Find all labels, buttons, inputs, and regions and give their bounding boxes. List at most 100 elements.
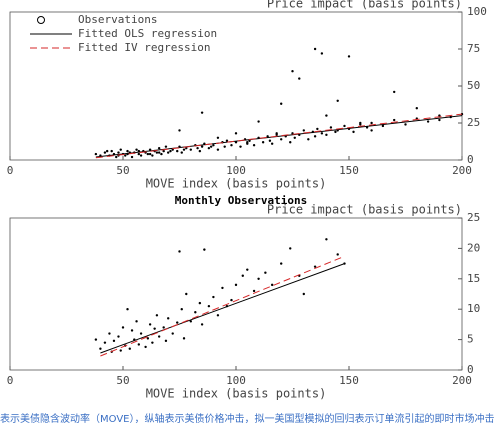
point [343,124,346,128]
point [270,142,274,145]
x-tick-label: 0 [7,374,14,387]
point [216,136,220,139]
point [169,149,172,153]
x-tick-label: 50 [116,164,129,177]
point [148,323,152,326]
point [334,130,337,134]
point [119,349,122,352]
point [393,118,396,122]
point [320,132,324,135]
y-tick-label: 75 [467,42,480,55]
x-tick-label: 200 [452,374,472,387]
point [137,343,141,346]
point [180,308,183,311]
point [151,154,154,157]
legend-label: Fitted IV regression [78,41,210,54]
point [189,148,192,151]
point [257,277,260,280]
point [148,152,152,156]
point [198,149,202,153]
point [94,338,98,341]
y-axis-label: Price impact (basis points) [267,0,462,11]
point [347,55,351,58]
point [252,144,256,147]
point [130,155,134,159]
point [207,146,211,150]
point [216,314,220,317]
point [157,335,161,338]
point [370,129,373,132]
point [223,145,226,148]
point [359,121,362,125]
regression-line [95,113,463,159]
point [246,268,249,271]
point [144,345,147,349]
point [320,52,324,55]
point [105,149,109,153]
point [103,341,107,344]
point [137,152,141,156]
point [225,139,229,142]
point [155,314,159,317]
point [157,146,161,150]
point [325,114,328,117]
point [275,132,278,135]
x-axis-label: MOVE index (basis points) [146,177,327,191]
point [94,152,98,156]
point [370,121,373,125]
point [313,47,317,51]
regression-line [100,255,345,357]
caption: 表示美债隐含波动率（MOVE），纵轴表示美债价格冲击，拟一美国型模拟的回归表示订… [0,412,494,425]
point [234,283,238,287]
point [280,262,283,265]
point [164,145,168,148]
point [176,149,179,153]
point [194,311,197,314]
legend-marker [37,16,45,24]
point [404,123,407,126]
point [157,151,161,154]
legend-label: Observations [78,13,157,26]
point [200,111,204,114]
point [264,271,267,274]
y-tick-label: 5 [467,333,474,346]
chart-title: Monthly Observations [175,194,307,207]
point [336,99,339,103]
legend-label: Fitted OLS regression [78,27,217,40]
point [230,298,233,302]
point [212,295,215,299]
point [381,124,385,128]
point [352,130,355,134]
point [151,341,154,344]
x-tick-label: 150 [339,164,359,177]
point [121,326,125,329]
x-axis-label: MOVE index (basis points) [146,387,327,401]
point [198,301,202,305]
point [128,347,131,350]
point [126,149,129,153]
y-tick-label: 100 [467,5,487,18]
y-tick-label: 25 [467,116,480,129]
point [438,118,441,122]
point [252,289,256,293]
point [135,148,138,151]
plot-frame [9,217,463,371]
point [139,332,143,335]
point [268,139,272,142]
regression-line [100,263,345,354]
point [160,152,163,156]
point [108,332,111,335]
y-axis-label: Price impact (basis points) [267,203,462,217]
point [221,286,224,290]
point [115,155,118,159]
point [182,337,186,340]
point [124,154,127,157]
point [438,114,441,117]
point [130,329,134,332]
point [212,144,215,147]
point [117,335,120,338]
point [266,135,269,138]
point [415,107,418,110]
point [329,126,333,129]
